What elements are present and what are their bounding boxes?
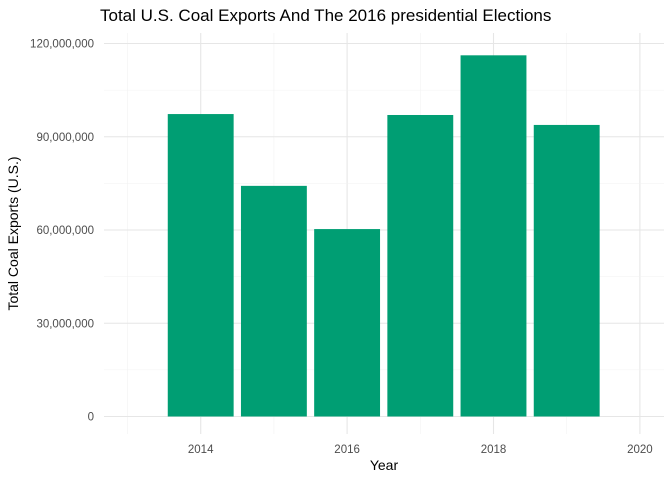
x-tick-label: 2020 bbox=[627, 444, 653, 456]
chart-title: Total U.S. Coal Exports And The 2016 pre… bbox=[100, 6, 552, 25]
bars bbox=[167, 55, 600, 417]
x-axis-title: Year bbox=[370, 457, 399, 473]
bar-2014 bbox=[167, 114, 234, 417]
bar-2017 bbox=[387, 114, 454, 417]
bar-2016 bbox=[314, 229, 381, 417]
y-axis-ticks: 0 30,000,000 60,000,000 90,000,000 120,000,0… bbox=[30, 39, 94, 424]
x-axis-ticks: 2014 2016 2018 2020 bbox=[188, 444, 653, 456]
x-tick-label: 2014 bbox=[188, 444, 214, 456]
bar-2018 bbox=[460, 55, 527, 417]
x-tick-label: 2016 bbox=[334, 444, 360, 456]
bar-2015 bbox=[240, 185, 307, 417]
bar-2019 bbox=[533, 124, 600, 417]
y-tick-label: 30,000,000 bbox=[36, 318, 94, 330]
y-tick-label: 90,000,000 bbox=[36, 132, 94, 144]
y-tick-label: 120,000,000 bbox=[30, 39, 94, 51]
y-tick-label: 0 bbox=[88, 412, 94, 424]
y-axis-title: Total Coal Exports (U.S.) bbox=[5, 156, 21, 310]
x-tick-label: 2018 bbox=[481, 444, 507, 456]
y-tick-label: 60,000,000 bbox=[36, 225, 94, 237]
